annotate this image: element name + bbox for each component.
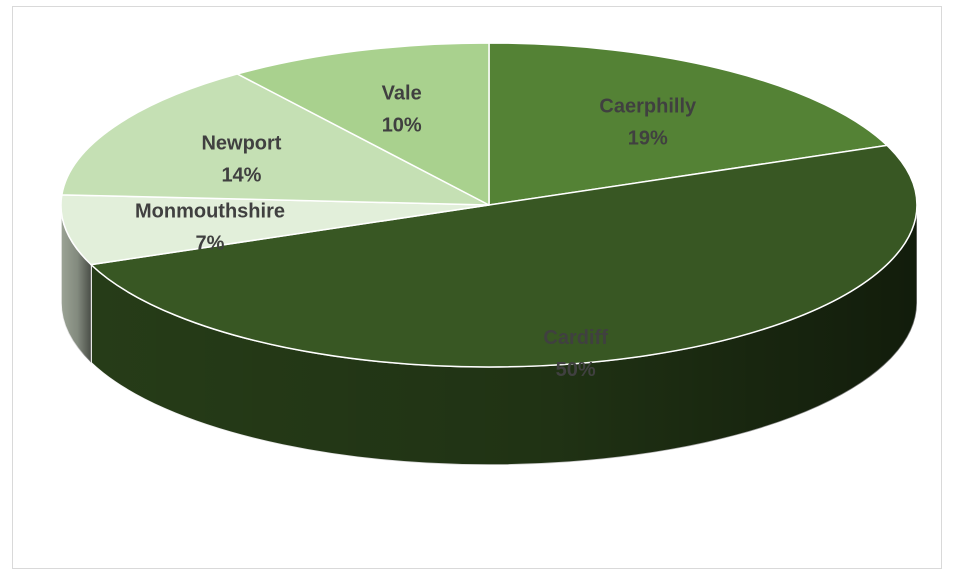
data-label-caerphilly: Caerphilly 19%: [599, 96, 697, 150]
data-label-percent: 50%: [556, 359, 596, 381]
data-label-percent: 19%: [628, 128, 668, 150]
data-label-category: Monmouthshire: [135, 201, 285, 223]
pie-side-walls: [60, 204, 918, 466]
side-shading-monmouthshire: [61, 205, 92, 363]
pie-top-faces: [60, 42, 918, 368]
data-label-percent: 10%: [382, 114, 422, 136]
data-label-monmouthshire: Monmouthshire 7%: [135, 201, 285, 255]
slice-vale: [236, 42, 490, 206]
pie-chart: Caerphilly 19% Cardiff 50% Monmouthshire 7% Ne…: [60, 42, 918, 466]
data-label-cardiff: Cardiff 50%: [543, 327, 608, 381]
slice-monmouthshire: [60, 194, 490, 266]
data-label-newport: Newport 14%: [201, 132, 281, 186]
chart-area: Caerphilly 19% Cardiff 50% Monmouthshire 7% Ne…: [12, 6, 942, 569]
data-label-percent: 7%: [196, 233, 225, 255]
data-label-category: Newport: [201, 132, 281, 154]
data-label-category: Cardiff: [543, 327, 608, 349]
data-label-percent: 14%: [221, 164, 261, 186]
slice-newport: [61, 73, 490, 206]
data-label-vale: Vale 10%: [382, 82, 422, 136]
data-label-category: Caerphilly: [599, 96, 697, 118]
side-shading-cardiff: [91, 205, 917, 465]
pie-data-labels: Caerphilly 19% Cardiff 50% Monmouthshire 7% Ne…: [135, 82, 697, 381]
data-label-category: Vale: [382, 82, 422, 104]
slice-cardiff: [90, 144, 918, 368]
slice-caerphilly: [488, 42, 888, 206]
